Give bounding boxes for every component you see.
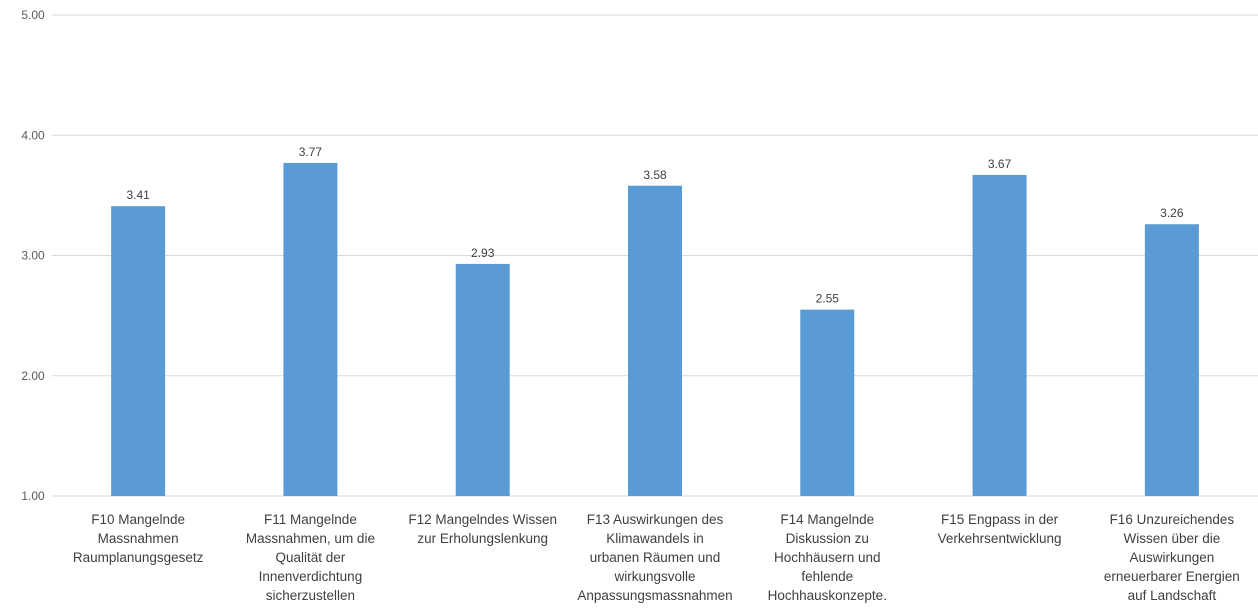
bar: [111, 206, 166, 496]
category-label-line: Verkehrsentwicklung: [938, 531, 1062, 546]
category-label-line: Massnahmen: [98, 531, 179, 546]
y-tick-label: 3.00: [21, 249, 45, 263]
category-label-line: Auswirkungen: [1129, 550, 1214, 565]
category-label-line: Klimawandels in: [606, 531, 704, 546]
data-label: 3.26: [1160, 206, 1184, 220]
category-label-line: F10 Mangelnde: [91, 512, 185, 527]
category-label-line: Hochhauskonzepte.: [768, 588, 887, 603]
y-axis-tick-labels: 1.00 2.00 3.00 4.00 5.00: [21, 8, 45, 503]
category-label: F16 Unzureichendes Wissen über die Auswirk…: [1104, 512, 1240, 603]
category-label-line: urbanen Räumen und: [590, 550, 721, 565]
category-label: F14 Mangelnde Diskussion zu Hochhäusern un…: [768, 512, 887, 603]
x-axis-category-labels: F10 Mangelnde Massnahmen Raumplanungsgeset…: [73, 512, 1240, 603]
y-tick-label: 4.00: [21, 128, 45, 142]
category-label-line: sicherzustellen: [266, 588, 355, 603]
category-label: F11 Mangelnde Massnahmen, um die Qualität …: [246, 512, 375, 603]
category-label-line: Innenverdichtung: [259, 569, 363, 584]
data-label: 3.67: [988, 157, 1012, 171]
category-label-line: Massnahmen, um die: [246, 531, 375, 546]
category-label-line: zur Erholungslenkung: [417, 531, 548, 546]
category-label: F10 Mangelnde Massnahmen Raumplanungsgeset…: [73, 512, 204, 565]
category-label-line: Wissen über die: [1123, 531, 1220, 546]
category-label-line: F14 Mangelnde: [780, 512, 874, 527]
category-label-line: Diskussion zu: [786, 531, 869, 546]
category-label-line: Raumplanungsgesetz: [73, 550, 204, 565]
bar: [800, 309, 855, 496]
category-label-line: Anpassungsmassnahmen: [577, 588, 732, 603]
y-tick-label: 1.00: [21, 489, 45, 503]
bar: [283, 162, 338, 496]
data-labels: 3.41 3.77 2.93 3.58 2.55 3.67 3.26: [126, 145, 1183, 306]
bar: [1144, 224, 1199, 497]
category-label-line: F11 Mangelnde: [264, 512, 357, 527]
data-label: 3.41: [126, 188, 150, 202]
category-label-line: Hochhäusern und: [774, 550, 881, 565]
bar: [628, 185, 682, 496]
category-label-line: F15 Engpass in der: [941, 512, 1059, 527]
category-label-line: Qualität der: [276, 550, 346, 565]
data-label: 3.77: [299, 145, 323, 159]
category-label: F15 Engpass in der Verkehrsentwicklung: [938, 512, 1062, 546]
data-label: 2.55: [816, 292, 840, 306]
category-label-line: auf Landschaft: [1128, 588, 1217, 603]
data-label: 3.58: [643, 168, 667, 182]
bar: [455, 263, 510, 496]
category-label-line: erneuerbarer Energien: [1104, 569, 1240, 584]
data-label: 2.93: [471, 246, 495, 260]
category-label-line: wirkungsvolle: [613, 569, 695, 584]
category-label-line: fehlende: [801, 569, 853, 584]
category-label: F12 Mangelndes Wissen zur Erholungslenkun…: [408, 512, 557, 546]
category-label-line: F13 Auswirkungen des: [587, 512, 724, 527]
bar: [972, 174, 1027, 496]
y-tick-label: 5.00: [21, 8, 45, 22]
bars: [111, 162, 1199, 497]
category-label-line: F16 Unzureichendes: [1110, 512, 1235, 527]
category-label-line: F12 Mangelndes Wissen: [408, 512, 557, 527]
category-label: F13 Auswirkungen des Klimawandels in urban…: [577, 512, 732, 603]
y-tick-label: 2.00: [21, 369, 45, 383]
